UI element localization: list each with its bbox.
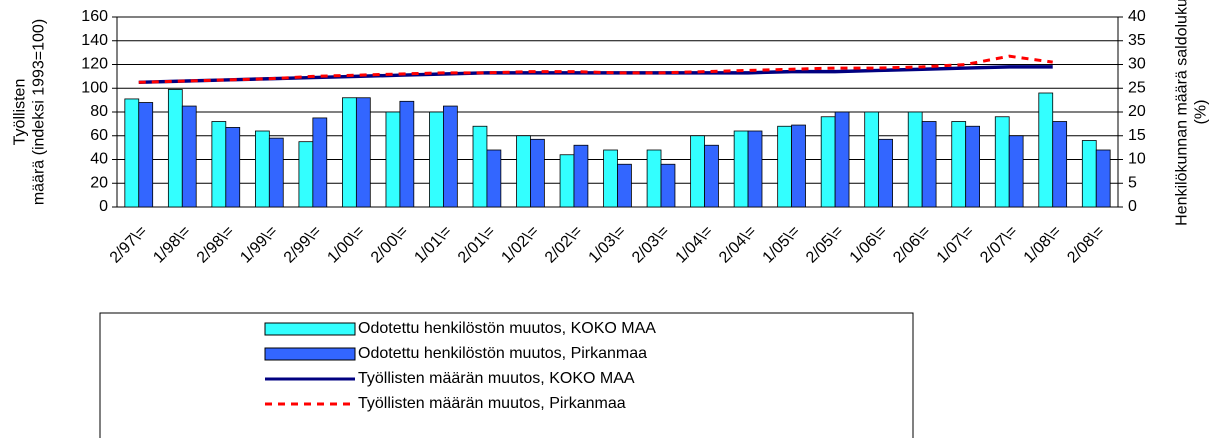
y2-tick-label: 15 bbox=[1128, 127, 1146, 144]
bar bbox=[486, 149, 502, 208]
bar bbox=[646, 149, 662, 208]
x-tick-label: 2/08\= bbox=[1064, 223, 1108, 267]
bar bbox=[1038, 92, 1054, 208]
bar bbox=[603, 149, 618, 208]
y-tick-label: 0 bbox=[99, 198, 108, 215]
bar bbox=[530, 138, 545, 208]
x-tick-label: 2/04\= bbox=[716, 223, 760, 267]
y2-tick-label: 10 bbox=[1128, 151, 1146, 168]
line bbox=[138, 65, 1053, 85]
bar bbox=[617, 163, 632, 208]
x-tick-label: 1/98\= bbox=[150, 223, 194, 267]
y-tick-label: 80 bbox=[90, 103, 108, 120]
y-tick-label: 60 bbox=[90, 127, 108, 144]
x-tick-label: 2/02\= bbox=[542, 223, 586, 267]
y2-axis-title: Henkilökunnan määrä saldoluku (%) bbox=[1174, 0, 1210, 226]
bar bbox=[181, 105, 197, 208]
x-tick-label: 2/01\= bbox=[455, 223, 499, 267]
bar bbox=[211, 121, 227, 208]
bar bbox=[777, 125, 792, 208]
bar bbox=[355, 97, 371, 208]
y2-tick-label: 0 bbox=[1128, 198, 1137, 215]
x-tick-label: 1/99\= bbox=[237, 223, 281, 267]
bar bbox=[660, 163, 676, 208]
bar bbox=[951, 121, 967, 208]
line bbox=[138, 54, 1053, 84]
legend-label: Odotettu henkilöstön muutos, KOKO MAA bbox=[358, 320, 656, 337]
x-tick-label: 2/97\= bbox=[107, 223, 151, 267]
bar bbox=[429, 111, 444, 208]
bar bbox=[994, 116, 1010, 208]
bar bbox=[747, 130, 763, 208]
bar bbox=[298, 141, 314, 208]
y-tick-label: 140 bbox=[81, 32, 108, 49]
x-tick-label: 2/03\= bbox=[629, 223, 673, 267]
x-tick-label: 2/00\= bbox=[368, 223, 412, 267]
x-tick-label: 1/06\= bbox=[847, 223, 891, 267]
x-tick-label: 2/98\= bbox=[194, 223, 238, 267]
legend-label: Työllisten määrän muutos, Pirkanmaa bbox=[358, 395, 626, 412]
x-tick-label: 2/06\= bbox=[890, 223, 934, 267]
legend-swatch bbox=[264, 322, 356, 336]
y2-tick-label: 25 bbox=[1128, 79, 1146, 96]
bar bbox=[907, 111, 923, 208]
bar bbox=[516, 135, 531, 208]
bar bbox=[124, 98, 140, 208]
bar bbox=[342, 97, 357, 208]
bar bbox=[167, 89, 183, 208]
y-tick-label: 20 bbox=[90, 174, 108, 191]
y2-tick-label: 20 bbox=[1128, 103, 1146, 120]
bar bbox=[878, 138, 893, 208]
y-tick-label: 120 bbox=[81, 56, 108, 73]
bar bbox=[1052, 121, 1068, 208]
legend-label: Työllisten määrän muutos, KOKO MAA bbox=[358, 370, 635, 387]
bar bbox=[965, 125, 981, 208]
bar bbox=[791, 124, 806, 208]
bar bbox=[385, 111, 401, 208]
bar bbox=[443, 105, 458, 208]
legend-label: Odotettu henkilöstön muutos, Pirkanmaa bbox=[358, 345, 647, 362]
bar bbox=[1081, 140, 1097, 208]
x-tick-label: 1/05\= bbox=[760, 223, 804, 267]
bar bbox=[138, 102, 154, 208]
bar bbox=[690, 135, 705, 208]
bar bbox=[472, 125, 488, 208]
x-tick-label: 1/01\= bbox=[411, 223, 455, 267]
bar bbox=[704, 144, 719, 208]
bar bbox=[559, 154, 575, 208]
x-tick-label: 1/04\= bbox=[673, 223, 717, 267]
y2-tick-label: 40 bbox=[1128, 8, 1146, 25]
y2-tick-label: 5 bbox=[1128, 174, 1137, 191]
bar bbox=[312, 117, 328, 208]
bar bbox=[820, 116, 836, 208]
bar bbox=[1095, 149, 1111, 208]
y2-tick-label: 30 bbox=[1128, 56, 1146, 73]
y-tick-label: 40 bbox=[90, 151, 108, 168]
bar bbox=[864, 111, 880, 208]
x-tick-label: 1/07\= bbox=[934, 223, 978, 267]
y-axis-title-line1: Työllisten määrä (indeksi 1993=100) bbox=[12, 19, 48, 205]
bar bbox=[268, 137, 284, 208]
bar bbox=[225, 127, 241, 208]
bar bbox=[254, 130, 270, 208]
x-tick-label: 1/00\= bbox=[324, 223, 368, 267]
bar bbox=[573, 144, 589, 208]
x-tick-label: 1/03\= bbox=[586, 223, 630, 267]
x-tick-label: 1/02\= bbox=[498, 223, 542, 267]
bar bbox=[834, 111, 850, 208]
x-tick-label: 2/07\= bbox=[977, 223, 1021, 267]
x-tick-label: 2/05\= bbox=[803, 223, 847, 267]
bar bbox=[733, 130, 749, 208]
y-tick-label: 160 bbox=[81, 8, 108, 25]
bar bbox=[921, 121, 937, 208]
y-tick-label: 100 bbox=[81, 79, 108, 96]
bar bbox=[399, 100, 415, 208]
legend-swatch bbox=[264, 347, 356, 361]
y2-tick-label: 35 bbox=[1128, 32, 1146, 49]
x-tick-label: 1/08\= bbox=[1021, 223, 1065, 267]
legend-box bbox=[99, 312, 914, 438]
bar bbox=[1008, 135, 1024, 208]
x-tick-label: 2/99\= bbox=[281, 223, 325, 267]
